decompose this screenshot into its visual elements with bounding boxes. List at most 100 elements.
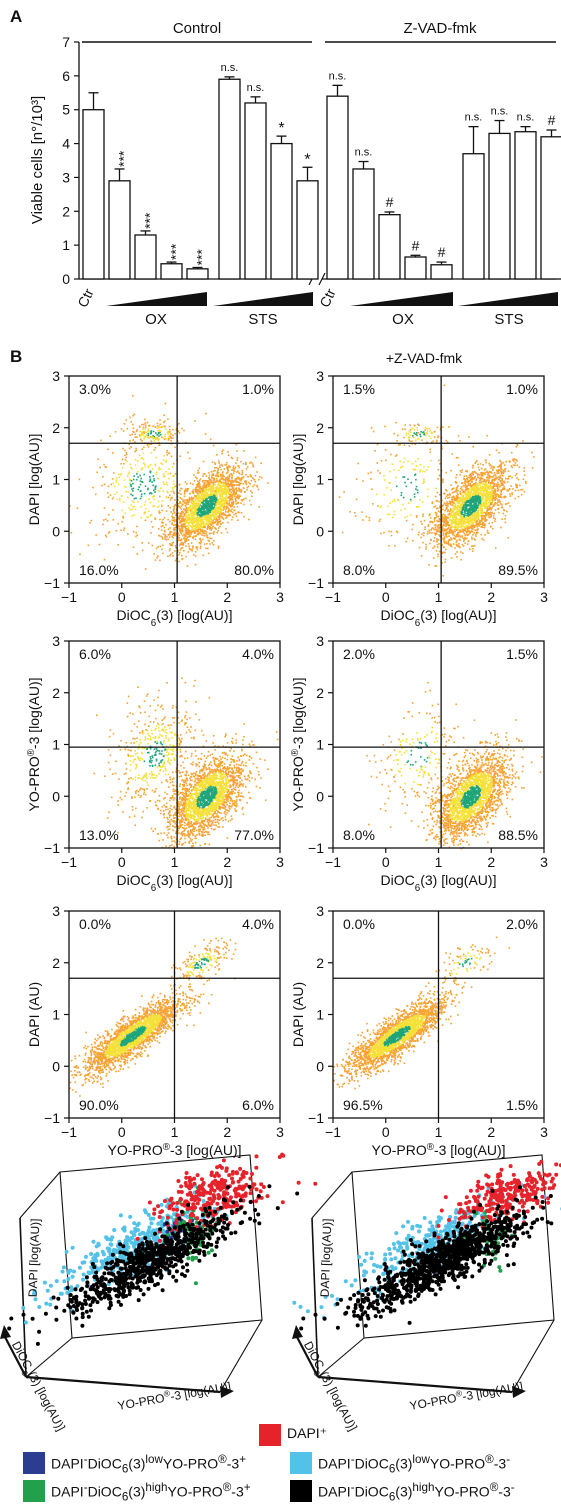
data-point xyxy=(455,490,457,492)
data-point xyxy=(185,511,188,513)
y-axis-label: Viable cells [n°/10³] xyxy=(29,96,46,224)
data-point xyxy=(424,528,426,530)
data-point xyxy=(205,510,207,513)
data-point xyxy=(222,488,225,490)
data-point xyxy=(140,495,143,498)
data-point xyxy=(455,522,458,524)
data-point xyxy=(122,501,125,503)
data-point xyxy=(202,493,204,495)
data-point xyxy=(180,529,183,532)
data-point xyxy=(142,423,145,426)
data-point xyxy=(454,507,456,510)
data-point xyxy=(493,466,495,469)
significance-label: n.s. xyxy=(329,70,347,82)
data-point xyxy=(461,536,463,538)
data-point xyxy=(437,507,439,509)
y-tick-label: 1 xyxy=(62,237,70,253)
data-point xyxy=(209,494,212,496)
data-point xyxy=(199,547,202,549)
data-point xyxy=(234,487,237,490)
data-point xyxy=(220,482,223,484)
data-point xyxy=(512,464,515,466)
data-point xyxy=(96,471,98,474)
data-point xyxy=(117,483,120,486)
data-point xyxy=(474,475,476,478)
data-point xyxy=(133,413,136,416)
data-point xyxy=(160,433,162,436)
data-point xyxy=(485,500,487,502)
data-point xyxy=(202,530,205,532)
data-point xyxy=(227,466,229,468)
data-point xyxy=(490,493,492,495)
data-point xyxy=(153,479,155,482)
data-point xyxy=(170,531,173,533)
data-point xyxy=(448,538,450,541)
data-point xyxy=(209,519,211,522)
data-point xyxy=(460,526,462,529)
data-point xyxy=(194,538,197,541)
data-point xyxy=(438,529,440,531)
data-point xyxy=(477,531,479,534)
data-point xyxy=(446,505,448,507)
significance-label: * xyxy=(278,120,284,137)
data-point xyxy=(173,507,175,510)
data-point xyxy=(456,551,458,553)
data-point xyxy=(221,505,224,507)
data-point xyxy=(112,452,114,454)
data-point xyxy=(147,434,150,437)
data-point xyxy=(218,490,220,492)
data-point xyxy=(196,496,199,499)
data-point xyxy=(148,437,150,439)
data-point xyxy=(450,524,453,527)
data-point xyxy=(220,468,222,471)
data-point xyxy=(184,529,187,532)
data-point xyxy=(224,511,227,513)
data-point xyxy=(216,520,219,523)
ramp-sts-zvad xyxy=(458,292,558,306)
data-point xyxy=(218,460,220,462)
data-point xyxy=(133,475,135,477)
data-point xyxy=(217,509,219,512)
data-point xyxy=(503,509,505,511)
data-point xyxy=(172,437,174,439)
data-point xyxy=(154,426,157,428)
data-point xyxy=(199,518,201,521)
data-point xyxy=(177,532,180,535)
data-point xyxy=(216,483,219,486)
data-point xyxy=(200,521,203,523)
data-point xyxy=(201,499,204,502)
data-point xyxy=(447,527,450,529)
data-point xyxy=(486,500,488,502)
data-point xyxy=(214,467,216,469)
data-point xyxy=(144,511,147,513)
data-point xyxy=(475,500,478,503)
data-point xyxy=(216,501,219,503)
data-point xyxy=(179,551,181,554)
data-point xyxy=(140,457,143,460)
data-point xyxy=(234,493,237,496)
data-point xyxy=(192,501,195,503)
data-point xyxy=(136,429,138,431)
data-point xyxy=(129,463,131,466)
data-point xyxy=(457,514,460,517)
data-point xyxy=(229,498,232,500)
y-tick-label: 7 xyxy=(62,34,70,50)
data-point xyxy=(167,505,170,507)
data-point xyxy=(195,501,198,504)
data-point xyxy=(450,526,452,529)
data-point xyxy=(151,526,154,528)
data-point xyxy=(473,545,476,547)
data-point xyxy=(216,513,218,516)
data-point xyxy=(237,519,239,521)
data-point xyxy=(184,541,186,544)
data-point xyxy=(453,499,456,502)
data-point xyxy=(210,520,213,522)
significance-label: # xyxy=(548,112,556,128)
data-point xyxy=(140,516,143,519)
data-point xyxy=(196,516,199,519)
data-point xyxy=(186,490,188,492)
data-point xyxy=(444,502,446,505)
data-point xyxy=(139,490,142,492)
data-point xyxy=(501,479,503,481)
data-point xyxy=(225,488,227,490)
